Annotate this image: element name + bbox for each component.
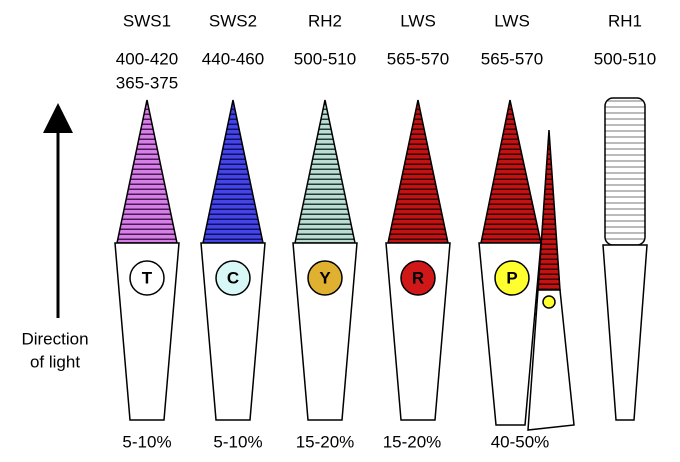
rod [603, 98, 647, 420]
wavelength-label: 400-420 [116, 49, 178, 68]
wavelength-label: 565-570 [387, 49, 449, 68]
direction-label: Direction [21, 329, 88, 348]
opsin-label: RH1 [608, 11, 642, 30]
direction-label: of light [30, 352, 80, 371]
cone-y [293, 100, 357, 420]
opsin-label: LWS [400, 11, 436, 30]
wavelength-label: 500-510 [294, 49, 356, 68]
percent-label: 40-50% [491, 432, 550, 451]
cone-t [115, 100, 179, 420]
wavelength-label: 500-510 [594, 49, 656, 68]
opsin-label: RH2 [308, 11, 342, 30]
droplet-label: R [412, 268, 424, 287]
cone-r [386, 100, 450, 420]
opsin-label: SWS1 [123, 11, 171, 30]
droplet-label: C [227, 268, 239, 287]
wavelength-label: 565-570 [481, 49, 543, 68]
percent-label: 15-20% [383, 432, 442, 451]
droplet-label: Y [319, 268, 331, 287]
wavelength-label: 365-375 [116, 73, 178, 92]
droplet-label: P [506, 268, 517, 287]
wavelength-label: 440-460 [202, 49, 264, 68]
cone-c [201, 100, 265, 420]
opsin-label: SWS2 [209, 11, 257, 30]
percent-label: 5-10% [122, 432, 171, 451]
droplet-label: T [142, 268, 153, 287]
percent-label: 5-10% [213, 432, 262, 451]
opsin-label: LWS [494, 11, 530, 30]
diagram: SWS1 400-420 365-375 5-10% SWS2 440-460 5-10% R… [0, 0, 680, 462]
percent-label: 15-20% [296, 432, 355, 451]
double-cone [479, 100, 574, 430]
